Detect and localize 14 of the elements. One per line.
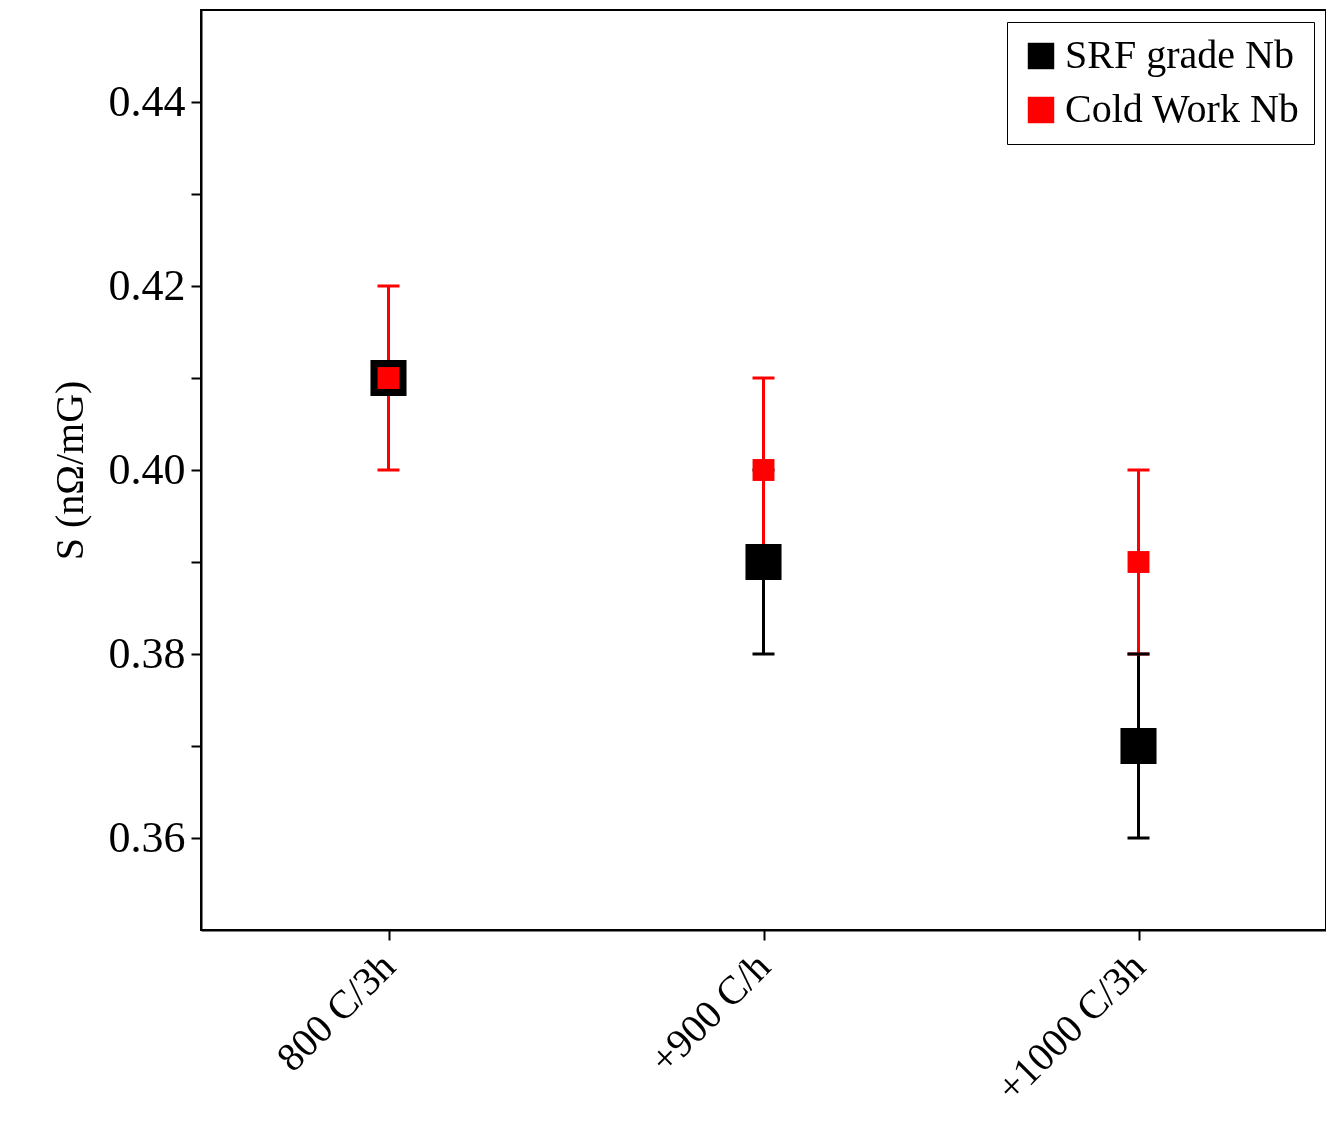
x-tick-label: 800 C/3h bbox=[267, 943, 404, 1080]
point bbox=[745, 543, 782, 581]
legend-label: SRF grade Nb bbox=[1065, 32, 1294, 77]
legend-label: Cold Work Nb bbox=[1065, 86, 1299, 131]
point bbox=[1127, 551, 1150, 573]
y-tick-label: 0.38 bbox=[108, 628, 186, 678]
y-axis-title: S (nΩ/mG) bbox=[46, 380, 92, 561]
point bbox=[1120, 727, 1157, 765]
y-tick-label: 0.40 bbox=[108, 444, 186, 494]
y-tick-label: 0.44 bbox=[108, 76, 186, 126]
y-tick-label: 0.42 bbox=[108, 260, 186, 310]
point bbox=[752, 459, 775, 481]
x-tick-label: +900 C/h bbox=[640, 943, 779, 1082]
y-tick-label: 0.36 bbox=[108, 812, 186, 862]
